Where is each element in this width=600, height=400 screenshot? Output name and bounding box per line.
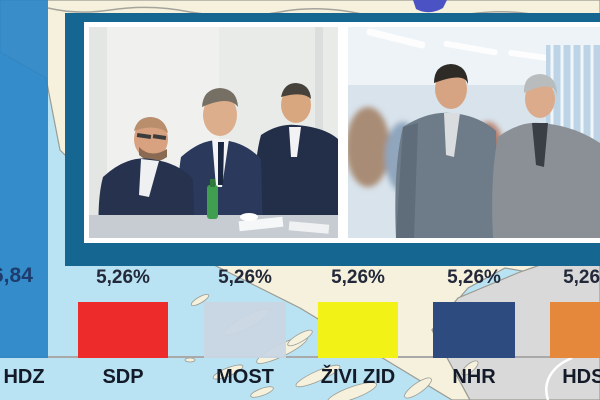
photo-left-illustration (89, 27, 338, 238)
bar-sdp (78, 302, 168, 358)
bar-zivi-zid (318, 302, 398, 358)
map-blue-region (413, 0, 447, 13)
party-label-zivi-zid: ŽIVI ZID (320, 366, 396, 388)
photo-left-man2 (177, 88, 263, 238)
photo-left-man3 (253, 83, 338, 238)
bar-hdz (0, 0, 48, 358)
bar-nhr (433, 302, 515, 358)
value-label-zivi-zid: 5,26% (331, 267, 385, 288)
value-label-sdp: 5,26% (96, 267, 150, 288)
photo-right-ceiling-lights (366, 28, 558, 63)
value-label-most: 5,26% (218, 267, 272, 288)
photo-left-table (89, 179, 338, 238)
map-border-line (545, 356, 573, 400)
photo-panel-frame (65, 13, 600, 266)
photo-right-man1 (395, 64, 498, 238)
party-label-sdp: SDP (102, 366, 144, 388)
value-label-hdz: 6,84 (0, 264, 33, 287)
value-label-nhr: 5,26% (447, 267, 501, 288)
photo-right-illustration (348, 27, 600, 238)
chart-baseline (0, 356, 600, 358)
value-label-hdss: 5,26% (563, 267, 600, 288)
bar-hdss (550, 302, 600, 358)
photo-panel-mat (84, 22, 600, 243)
photo-right-man2 (492, 74, 600, 238)
party-label-hdz: HDZ (3, 366, 45, 388)
party-label-hdss: HDSS (562, 366, 600, 388)
party-label-most: MOST (216, 366, 274, 388)
bar-most (204, 302, 286, 358)
party-label-nhr: NHR (452, 366, 496, 388)
photo-right-conversation (348, 27, 600, 238)
photo-left-meeting (89, 27, 338, 238)
